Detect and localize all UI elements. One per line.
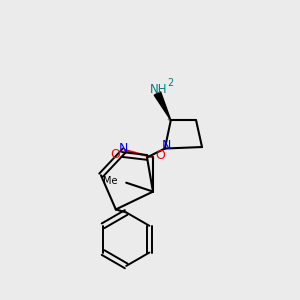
Text: N: N: [118, 142, 128, 155]
Polygon shape: [154, 92, 171, 120]
Text: NH: NH: [150, 82, 168, 96]
Text: O: O: [110, 148, 120, 161]
Text: 2: 2: [167, 78, 173, 88]
Text: Me: Me: [103, 176, 117, 186]
Text: N: N: [162, 139, 171, 152]
Text: O: O: [155, 149, 165, 162]
